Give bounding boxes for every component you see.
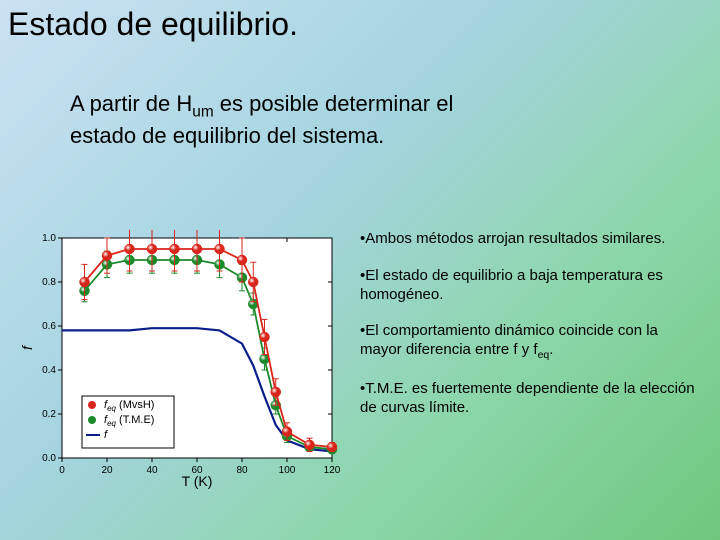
intro-sub: um — [192, 103, 213, 120]
page-title: Estado de equilibrio. — [8, 6, 298, 43]
svg-text:0.0: 0.0 — [42, 453, 56, 464]
svg-text:f: f — [20, 344, 35, 350]
svg-text:40: 40 — [146, 465, 158, 476]
svg-text:1.0: 1.0 — [42, 233, 56, 244]
svg-text:20: 20 — [101, 465, 113, 476]
slide: Estado de equilibrio. A partir de Hum es… — [0, 0, 720, 540]
bullet-3b: . — [549, 341, 553, 358]
svg-text:80: 80 — [236, 465, 248, 476]
svg-text:0.4: 0.4 — [42, 365, 56, 376]
intro-part1: A partir de H — [70, 91, 192, 116]
bullet-3: •El comportamiento dinámico coincide con… — [360, 322, 700, 362]
svg-text:0: 0 — [59, 465, 65, 476]
svg-text:100: 100 — [279, 465, 296, 476]
intro-text: A partir de Hum es posible determinar el… — [70, 90, 453, 149]
intro-part2: estado de equilibrio del sistema. — [70, 123, 384, 148]
chart: 0204060801001200.00.20.40.60.81.0T (K)ff… — [20, 230, 340, 490]
svg-text:0.2: 0.2 — [42, 409, 56, 420]
bullets: •Ambos métodos arrojan resultados simila… — [360, 230, 700, 436]
bullet-3a: •El comportamiento dinámico coincide con… — [360, 322, 658, 358]
svg-text:T (K): T (K) — [182, 473, 213, 489]
bullet-3-sub: eq — [538, 349, 550, 361]
bullet-1: •Ambos métodos arrojan resultados simila… — [360, 230, 700, 249]
svg-text:0.8: 0.8 — [42, 277, 56, 288]
bullet-4: •T.M.E. es fuertemente dependiente de la… — [360, 380, 700, 418]
svg-text:120: 120 — [324, 465, 340, 476]
bullet-2: •El estado de equilibrio a baja temperat… — [360, 267, 700, 305]
intro-part1b: es posible determinar el — [214, 91, 454, 116]
chart-svg: 0204060801001200.00.20.40.60.81.0T (K)ff… — [20, 230, 340, 490]
svg-text:0.6: 0.6 — [42, 321, 56, 332]
